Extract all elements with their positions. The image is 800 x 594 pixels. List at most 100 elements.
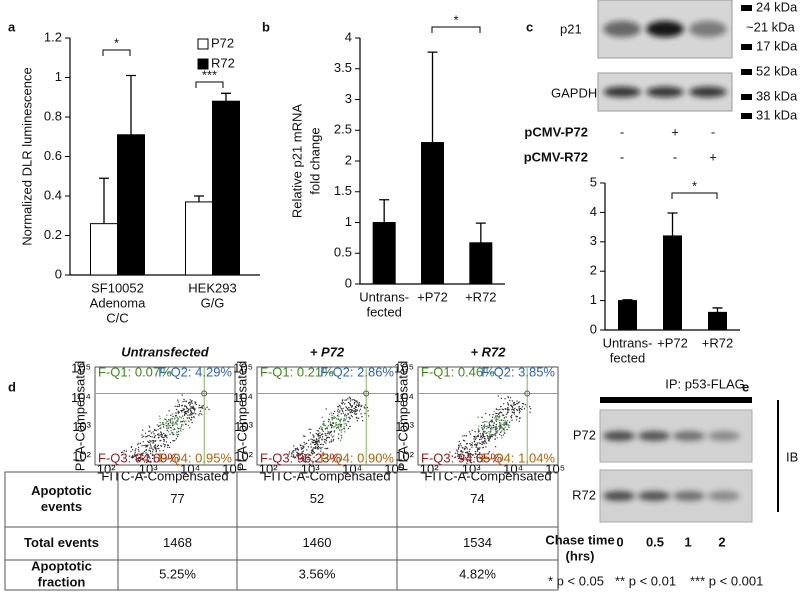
flow-event — [477, 434, 479, 437]
flow-event — [335, 421, 337, 424]
flow-event — [145, 449, 147, 452]
flow-event — [351, 415, 353, 418]
flow-event — [340, 431, 343, 433]
flow-event — [321, 429, 324, 431]
flow-event — [123, 449, 126, 452]
flow-event — [483, 432, 485, 434]
flow-event — [139, 460, 141, 462]
lane-sign: - — [711, 124, 715, 139]
flow-event — [471, 429, 473, 432]
flow-event — [504, 398, 506, 400]
y-tick-label: 1 — [345, 214, 352, 229]
flow-event — [492, 428, 494, 430]
quadrant-label: F-Q1: 0.21% — [260, 364, 334, 379]
flow-event — [468, 450, 471, 453]
flow-event — [529, 411, 531, 413]
flow-event — [145, 435, 147, 438]
flow-event — [347, 427, 350, 430]
flow-event — [296, 454, 298, 456]
flow-event — [137, 448, 139, 451]
flow-event — [489, 428, 492, 430]
flow-event — [149, 447, 151, 449]
flow-event — [158, 433, 160, 435]
flow-event — [480, 424, 483, 427]
flow-event — [188, 427, 191, 429]
flow-event — [183, 414, 186, 417]
flow-event — [344, 399, 346, 401]
flow-event — [487, 439, 490, 441]
gate-center — [363, 390, 370, 397]
flow-event — [185, 423, 187, 425]
flow-event — [335, 424, 338, 426]
flow-x-tick-label: 10² — [259, 461, 278, 476]
flow-event — [484, 421, 486, 423]
flow-event — [501, 437, 503, 439]
flow-event — [166, 427, 168, 429]
y-tick-label: 0.8 — [44, 108, 62, 123]
flow-event — [302, 452, 304, 455]
y-tick-label: 2 — [345, 152, 352, 167]
flow-event — [330, 440, 332, 443]
flow-event — [158, 447, 160, 450]
flow-event — [348, 396, 351, 398]
flow-event — [478, 448, 480, 450]
y-tick-label: 2.5 — [334, 122, 352, 137]
y-tick-label: 1 — [55, 69, 62, 84]
flow-event — [303, 459, 305, 461]
flow-event — [193, 412, 195, 414]
flow-event — [309, 432, 312, 434]
flow-event — [349, 418, 351, 420]
flow-event — [460, 454, 462, 456]
flow-event — [338, 411, 340, 413]
flow-event — [162, 443, 165, 445]
y-tick-label: 5 — [590, 174, 597, 189]
flow-event — [147, 460, 150, 463]
flow-event — [153, 433, 155, 435]
flow-event — [495, 408, 498, 410]
y-tick-label: 0 — [345, 275, 352, 290]
flow-event — [141, 458, 143, 460]
flow-event — [187, 414, 189, 416]
table-cell: 74 — [470, 491, 484, 506]
y-tick-label: 3.5 — [334, 60, 352, 75]
bar — [90, 223, 118, 276]
flow-event — [320, 426, 322, 428]
flow-event — [481, 427, 484, 430]
flow-event — [308, 454, 310, 457]
flow-event — [500, 425, 502, 427]
flow-event — [495, 420, 498, 423]
flow-event — [292, 454, 295, 456]
significance-label: * — [692, 178, 697, 193]
flow-event — [142, 429, 144, 431]
flow-event — [163, 418, 166, 420]
marker-label: ~21 kDa — [746, 19, 796, 34]
marker-tick — [741, 113, 752, 119]
flow-event — [337, 408, 339, 410]
flow-y-tick-label: 10⁵ — [71, 360, 91, 375]
flow-event — [316, 448, 319, 450]
flow-event — [482, 441, 485, 443]
flow-event — [167, 444, 170, 447]
flow-event — [301, 451, 303, 453]
flow-event — [206, 406, 208, 409]
flow-event — [150, 432, 153, 434]
flow-event — [322, 430, 324, 433]
flow-event — [465, 435, 468, 437]
flow-event — [324, 447, 326, 450]
flow-event — [162, 449, 165, 452]
flow-event — [489, 430, 492, 432]
flow-event — [139, 442, 142, 445]
flow-event — [458, 453, 460, 456]
flow-event — [361, 404, 363, 407]
flow-event — [201, 405, 203, 407]
quadrant-label: F-Q3: 94.69% — [98, 450, 179, 465]
bar — [421, 142, 444, 285]
error-bar — [712, 307, 723, 313]
flow-y-label: PI-A-Compensated — [72, 361, 87, 472]
flow-event — [153, 461, 155, 463]
flow-event — [357, 417, 360, 419]
flow-x-tick-label: 10⁴ — [503, 461, 523, 476]
flow-event — [477, 428, 479, 430]
flow-event — [314, 460, 317, 462]
flow-event — [464, 445, 467, 448]
